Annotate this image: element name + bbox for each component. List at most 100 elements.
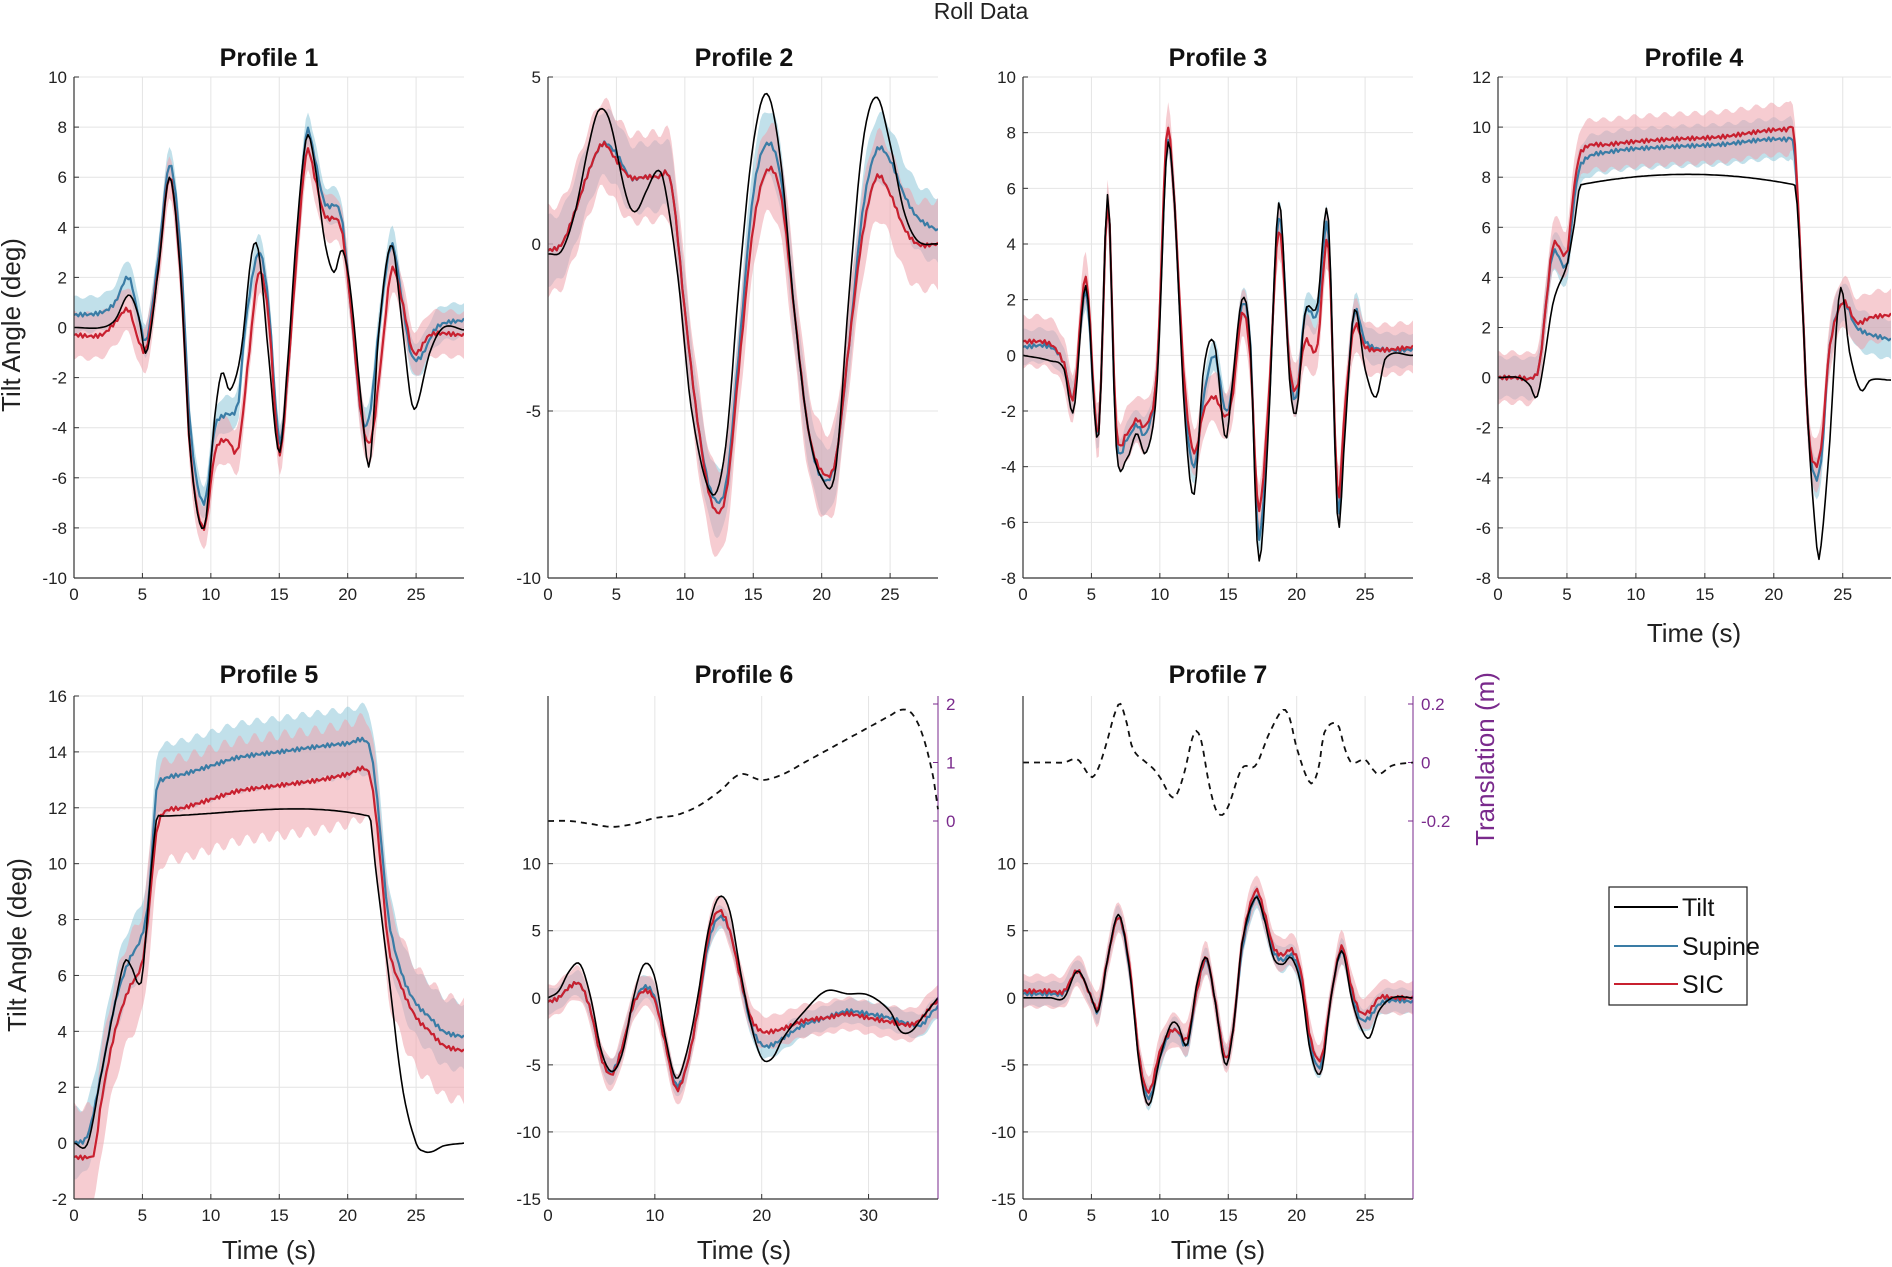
x-tick-label: 25: [407, 1206, 426, 1225]
y-tick-label: 8: [1007, 124, 1016, 143]
y-tick-label: 4: [58, 218, 67, 237]
y-tick-label: -10: [516, 569, 541, 588]
x-tick-label: 5: [612, 585, 621, 604]
y-tick-label: -5: [1001, 1056, 1016, 1075]
x-tick-label: 0: [543, 585, 552, 604]
x-tick-label: 30: [859, 1206, 878, 1225]
y-tick-label: -4: [1001, 458, 1016, 477]
y-tick-label: -6: [52, 469, 67, 488]
right-axis-label: Translation (m): [1470, 672, 1500, 846]
y-tick-label: -2: [52, 369, 67, 388]
x-axis-label: Time (s): [1171, 1235, 1265, 1265]
y-tick-label: -10: [991, 1123, 1016, 1142]
x-tick-label: 20: [1287, 585, 1306, 604]
panel-profile-4: Profile 4 Time (s): [1645, 44, 1744, 648]
y-tick-label: 4: [1482, 268, 1491, 287]
panel-title: Profile 7: [1169, 661, 1268, 689]
y-tick-label: 6: [1007, 179, 1016, 198]
x-tick-label: 10: [675, 585, 694, 604]
x-tick-label: 25: [1356, 585, 1375, 604]
x-tick-label: 5: [1087, 585, 1096, 604]
x-tick-label: 15: [270, 585, 289, 604]
panel-title: Profile 2: [695, 44, 794, 72]
right-tick-label: -0.2: [1421, 812, 1450, 831]
x-tick-label: 15: [1219, 585, 1238, 604]
y-tick-label: -2: [1001, 402, 1016, 421]
x-tick-label: 0: [69, 1206, 78, 1225]
y-tick-label: 0: [1482, 369, 1491, 388]
plot-area-1: 0 5 10 15 20 25 -10 -8 -6 -4 -2 0 2 4 6 8 10: [42, 68, 464, 604]
y-tick-label: -6: [1476, 519, 1491, 538]
x-tick-label: 5: [1562, 585, 1571, 604]
right-tick-label: 0: [946, 812, 955, 831]
y-axis-label: Tilt Angle (deg): [2, 858, 32, 1032]
y-tick-label: 6: [58, 966, 67, 985]
y-tick-label: 2: [1007, 291, 1016, 310]
y-tick-label: 6: [58, 168, 67, 187]
y-tick-label: 2: [58, 268, 67, 287]
y-tick-label: -10: [42, 569, 67, 588]
x-tick-label: 0: [69, 585, 78, 604]
series-line-supine: [548, 140, 938, 505]
panel-profile-1: Profile 1: [220, 44, 319, 72]
right-tick-label: 2: [946, 695, 955, 714]
panel-title: Profile 4: [1645, 44, 1744, 72]
series-line-sic: [74, 765, 464, 1161]
x-tick-label: 15: [744, 585, 763, 604]
series-line-sic: [1498, 125, 1891, 469]
x-tick-label: 20: [1287, 1206, 1306, 1225]
y-tick-label: 0: [532, 235, 541, 254]
right-tick-label: 0: [1421, 754, 1430, 773]
x-tick-label: 5: [1087, 1206, 1096, 1225]
plot-area-7: 0 5 10 15 20 25 -15 -10 -5 0 5 10 -0.2 0 0.2: [991, 695, 1450, 1225]
y-tick-label: -5: [526, 1056, 541, 1075]
series-line-tilt: [548, 92, 938, 496]
y-tick-label: 8: [58, 911, 67, 930]
right-tick-label: 1: [946, 754, 955, 773]
panel-title: Profile 3: [1169, 44, 1268, 72]
series-line-sic: [74, 147, 464, 532]
y-tick-label: 12: [48, 799, 67, 818]
x-tick-label: 20: [338, 585, 357, 604]
y-tick-label: 14: [48, 743, 67, 762]
y-tick-label: -4: [1476, 469, 1491, 488]
x-tick-label: 20: [752, 1206, 771, 1225]
y-tick-label: 10: [48, 855, 67, 874]
x-tick-label: 25: [881, 585, 900, 604]
series-line-sic: [548, 140, 938, 515]
x-axis-label: Time (s): [697, 1235, 791, 1265]
y-tick-label: 5: [1007, 922, 1016, 941]
panel-title: Profile 1: [220, 44, 319, 72]
y-tick-label: 5: [532, 68, 541, 87]
panel-profile-7: Profile 7 Time (s) Translation (m): [1169, 661, 1500, 1265]
legend-label-tilt: Tilt: [1682, 894, 1714, 922]
y-tick-label: 8: [1482, 168, 1491, 187]
y-tick-label: -15: [991, 1190, 1016, 1209]
y-tick-label: -2: [1476, 419, 1491, 438]
y-tick-label: -5: [526, 402, 541, 421]
y-tick-label: 6: [1482, 218, 1491, 237]
panel-profile-5: Profile 5 Time (s): [220, 661, 319, 1265]
plot-area-4: 0 5 10 15 20 25 -8 -6 -4 -2 0 2 4 6 8 10 12: [1472, 68, 1891, 604]
series-line-tilt: [548, 895, 938, 1079]
series-line-tilt: [1498, 173, 1891, 561]
y-tick-label: 0: [1007, 989, 1016, 1008]
x-tick-label: 10: [1626, 585, 1645, 604]
panel-title: Profile 5: [220, 661, 319, 689]
series-line-tilt: [1023, 141, 1413, 562]
x-tick-label: 0: [1018, 585, 1027, 604]
y-tick-label: 10: [997, 68, 1016, 87]
confidence-band-sic: [74, 712, 464, 1199]
x-tick-label: 25: [1356, 1206, 1375, 1225]
x-tick-label: 15: [1695, 585, 1714, 604]
y-tick-label: 0: [58, 319, 67, 338]
panel-profile-6: Profile 6 Time (s): [695, 661, 794, 1265]
series-line-sic: [548, 908, 938, 1093]
panel-profile-2: Profile 2: [695, 44, 794, 72]
series-line-tilt: [74, 808, 464, 1154]
series-line-translation: [548, 708, 939, 828]
x-tick-label: 20: [338, 1206, 357, 1225]
confidence-band-sic: [74, 129, 464, 550]
